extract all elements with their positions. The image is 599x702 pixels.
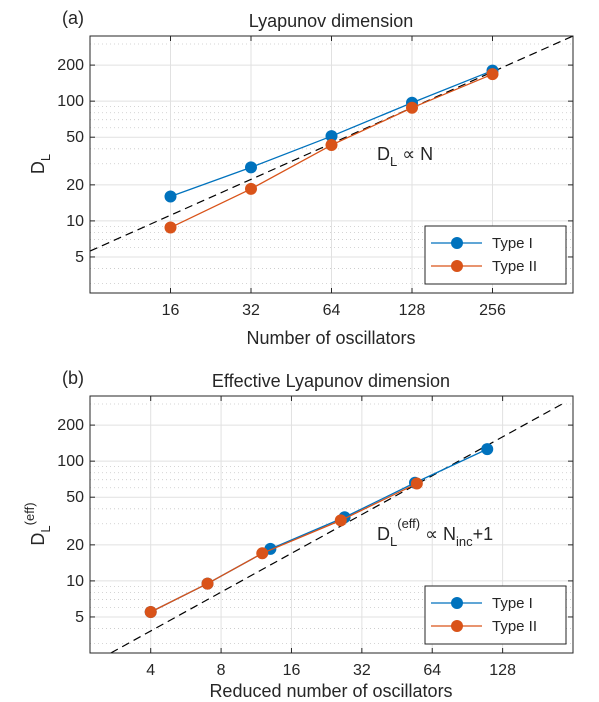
panel-a-y-axis-label: DL (28, 154, 53, 174)
panel-b-point-type-ii (411, 478, 423, 490)
panel-b-point-type-ii (202, 578, 214, 590)
panel-b-y-tick-label: 200 (57, 417, 84, 434)
panel-a-point-type-ii (165, 222, 177, 234)
panel-a-point-type-ii (406, 102, 418, 114)
panel-b-y-axis-label: DL(eff) (22, 502, 53, 545)
panel-a-y-tick-label: 10 (66, 213, 84, 230)
panel-a-x-tick-label: 64 (323, 302, 341, 319)
panel-b-legend-marker-type-i (451, 597, 463, 609)
panel-b: (b) Effective Lyapunov dimension 4 8 16 32 6… (22, 368, 573, 701)
panel-a-point-type-ii (245, 183, 257, 195)
panel-a-x-axis-label: Number of oscillators (246, 328, 415, 348)
panel-b-title: Effective Lyapunov dimension (212, 371, 450, 391)
panel-a-x-tick-label: 128 (399, 302, 426, 319)
panel-a-y-tick-label: 200 (57, 57, 84, 74)
panel-b-y-tick-label: 100 (57, 453, 84, 470)
panel-b-label: (b) (62, 368, 84, 388)
panel-b-x-tick-label: 4 (146, 662, 155, 679)
panel-a-y-tick-label: 5 (75, 249, 84, 266)
panel-a-point-type-i (165, 190, 177, 202)
panel-b-point-type-ii (335, 514, 347, 526)
panel-b-annotation: DL(eff) ∝ Ninc+1 (377, 516, 493, 549)
panel-b-x-tick-label: 64 (423, 662, 441, 679)
panel-b-y-tick-label: 5 (75, 609, 84, 626)
panel-b-x-tick-label: 8 (217, 662, 226, 679)
panel-a-x-tick-label: 16 (162, 302, 180, 319)
panel-a-legend-marker-type-i (451, 237, 463, 249)
panel-a-y-tick-label: 20 (66, 177, 84, 194)
panel-a-point-type-ii (326, 139, 338, 151)
panel-a-legend-marker-type-ii (451, 260, 463, 272)
panel-b-point-type-ii (145, 606, 157, 618)
panel-b-x-tick-label: 128 (489, 662, 516, 679)
panel-a-y-tick-label: 50 (66, 129, 84, 146)
panel-a-title: Lyapunov dimension (249, 11, 413, 31)
panel-b-y-tick-label: 20 (66, 537, 84, 554)
panel-a-x-tick-label: 32 (242, 302, 260, 319)
panel-b-legend: Type I Type II (425, 586, 566, 644)
panel-a-annotation: DL ∝ N (377, 144, 433, 169)
panel-b-y-tick-label: 10 (66, 573, 84, 590)
panel-b-legend-label-type-i: Type I (492, 595, 533, 612)
panel-a-legend-label-type-i: Type I (492, 235, 533, 252)
panel-b-x-tick-label: 32 (353, 662, 371, 679)
panel-b-point-type-ii (256, 547, 268, 559)
panel-a-legend: Type I Type II (425, 226, 566, 284)
panel-a-label: (a) (62, 8, 84, 28)
panel-a-y-tick-label: 100 (57, 93, 84, 110)
panel-a-legend-label-type-ii: Type II (492, 258, 537, 275)
panel-b-legend-marker-type-ii (451, 620, 463, 632)
panel-b-y-tick-label: 50 (66, 489, 84, 506)
panel-a: (a) Lyapunov dimension 16 32 64 128 256 5 10 2… (28, 8, 573, 348)
panel-b-legend-label-type-ii: Type II (492, 618, 537, 635)
panel-a-point-type-ii (487, 68, 499, 80)
panel-b-x-tick-label: 16 (283, 662, 301, 679)
panel-b-series-line-type-ii (151, 484, 417, 612)
panel-a-point-type-i (245, 161, 257, 173)
panel-a-x-tick-label: 256 (479, 302, 506, 319)
panel-b-point-type-i (481, 443, 493, 455)
panel-b-x-axis-label: Reduced number of oscillators (209, 681, 452, 701)
